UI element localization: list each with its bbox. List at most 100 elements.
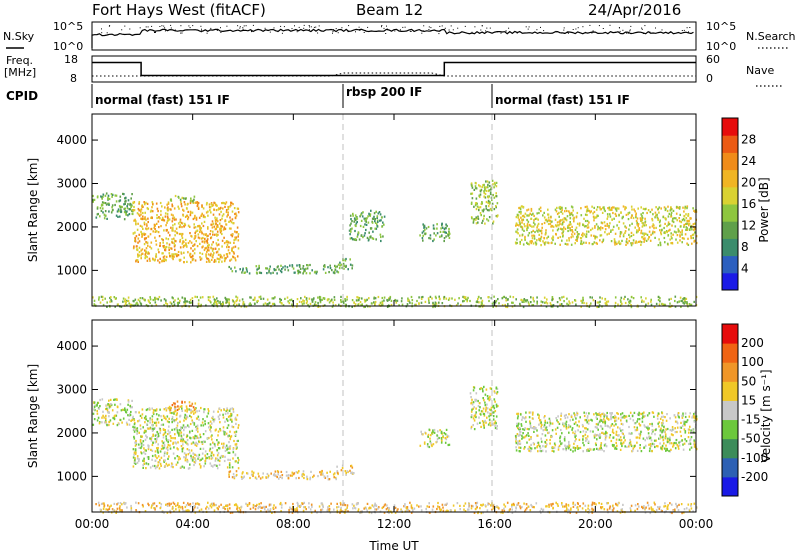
power-echo-cell — [146, 259, 149, 262]
velocity-echo-cell — [549, 438, 551, 442]
velocity-echo-cell — [165, 435, 167, 438]
power-echo-cell — [683, 219, 686, 222]
velocity-echo-cell — [560, 412, 563, 415]
power-echo-cell — [538, 228, 540, 231]
power-echo-cell — [613, 241, 616, 244]
power-echo-cell — [174, 253, 176, 256]
velocity-echo-cell — [543, 425, 545, 428]
power-echo-cell — [483, 186, 486, 189]
power-echo-cell — [132, 247, 135, 250]
velocity-echo-cell — [485, 406, 487, 409]
power-echo-cell — [149, 259, 151, 262]
velocity-echo-cell — [171, 411, 173, 415]
velocity-echo-cell — [108, 399, 110, 402]
velocity-echo-cell — [601, 427, 604, 430]
velocity-echo-cell — [209, 447, 212, 450]
power-echo-cell — [658, 206, 661, 209]
velocity-echo-cell — [237, 456, 239, 460]
power-echo-cell — [670, 208, 673, 211]
power-echo-cell — [179, 198, 182, 201]
power-echo-cell — [131, 193, 133, 196]
power-echo-cell — [149, 301, 151, 305]
power-echo-cell — [212, 222, 215, 225]
power-echo-cell — [136, 259, 139, 262]
noise-search-point — [318, 25, 320, 27]
velocity-echo-cell — [131, 399, 133, 402]
velocity-echo-cell — [539, 449, 541, 453]
velocity-echo-cell — [548, 424, 551, 427]
velocity-echo-cell — [586, 435, 589, 438]
power-echo-cell — [155, 230, 158, 233]
velocity-echo-cell — [138, 443, 140, 446]
power-echo-cell — [216, 217, 218, 220]
power-echo-cell — [249, 296, 251, 299]
power-echo-cell — [593, 206, 595, 209]
power-echo-cell — [552, 304, 555, 307]
velocity-echo-cell — [635, 436, 638, 439]
power-y-tick-label: 3000 — [56, 177, 87, 191]
velocity-echo-cell — [232, 472, 235, 476]
velocity-echo-cell — [582, 441, 584, 444]
power-echo-region — [337, 257, 354, 271]
power-echo-cell — [282, 266, 284, 269]
velocity-echo-cell — [169, 411, 172, 414]
velocity-echo-cell — [565, 420, 568, 423]
power-echo-cell — [147, 220, 149, 224]
power-echo-cell — [491, 179, 494, 182]
velocity-echo-cell — [154, 434, 157, 437]
velocity-echo-cell — [599, 436, 601, 439]
velocity-echo-cell — [446, 434, 449, 437]
power-echo-cell — [228, 252, 231, 255]
velocity-echo-cell — [194, 411, 197, 414]
power-echo-cell — [480, 297, 482, 300]
power-echo-cell — [357, 233, 359, 236]
noise-search-point — [591, 32, 593, 34]
velocity-echo-cell — [600, 442, 603, 445]
power-echo-cell — [218, 258, 220, 261]
power-echo-cell — [443, 295, 446, 299]
noise-search-point — [421, 32, 423, 34]
power-echo-cell — [651, 232, 654, 235]
power-echo-cell — [173, 245, 176, 248]
power-echo-cell — [124, 302, 127, 305]
velocity-echo-cell — [145, 449, 147, 452]
nave-label: Nave — [746, 64, 774, 77]
velocity-echo-cell — [118, 422, 120, 426]
power-echo-cell — [162, 245, 164, 248]
power-echo-cell — [228, 298, 230, 301]
power-echo-cell — [270, 272, 272, 275]
velocity-echo-cell — [604, 419, 606, 422]
noise-search-point — [452, 29, 454, 31]
power-echo-cell — [197, 201, 200, 205]
power-echo-cell — [121, 205, 123, 209]
power-echo-cell — [614, 243, 616, 246]
velocity-echo-cell — [615, 416, 617, 419]
velocity-echo-cell — [606, 411, 608, 415]
power-echo-cell — [141, 297, 144, 300]
power-echo-cell — [151, 210, 154, 213]
power-echo-cell — [328, 271, 330, 274]
power-echo-cell — [171, 238, 173, 241]
power-echo-cell — [448, 297, 451, 300]
velocity-echo-cell — [167, 457, 169, 460]
power-echo-cell — [152, 230, 154, 233]
velocity-echo-cell — [615, 419, 618, 422]
velocity-echo-cell — [217, 452, 220, 455]
power-echo-cell — [476, 202, 478, 205]
velocity-echo-cell — [246, 472, 248, 475]
power-echo-cell — [189, 232, 191, 235]
velocity-echo-cell — [524, 446, 526, 449]
velocity-echo-cell — [152, 433, 154, 436]
velocity-echo-cell — [436, 434, 438, 437]
power-echo-cell — [298, 270, 301, 274]
velocity-echo-cell — [110, 403, 112, 406]
velocity-echo-cell — [629, 417, 632, 420]
power-echo-cell — [570, 205, 573, 208]
power-echo-cell — [179, 258, 182, 261]
power-echo-cell — [166, 207, 169, 210]
velocity-echo-cell — [677, 412, 680, 415]
power-echo-cell — [206, 201, 208, 205]
power-echo-cell — [177, 297, 179, 300]
power-echo-cell — [547, 222, 550, 226]
power-echo-cell — [637, 225, 639, 228]
